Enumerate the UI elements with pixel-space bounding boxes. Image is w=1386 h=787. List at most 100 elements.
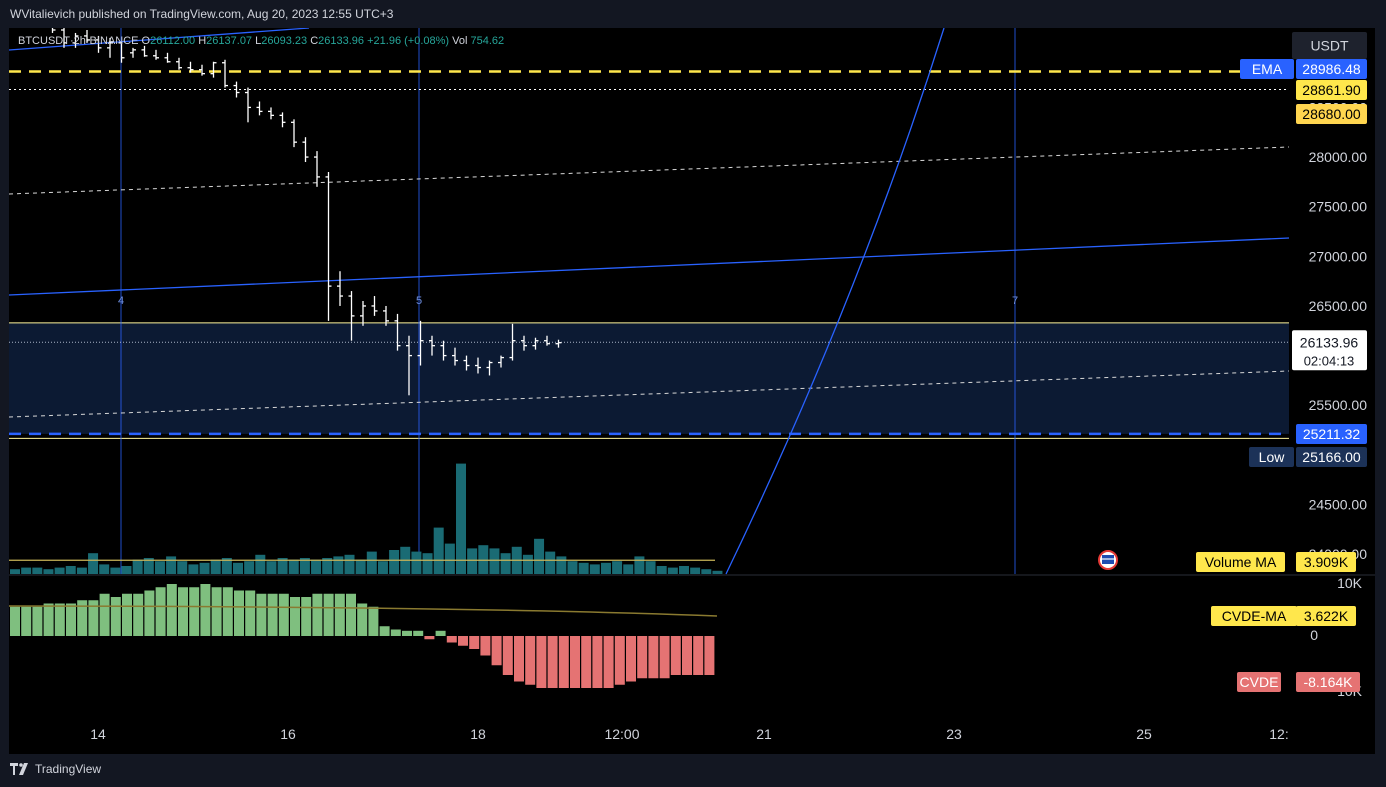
ohlc-candle	[463, 355, 470, 371]
cvde-tag-bg	[1237, 672, 1281, 692]
cvde-bar	[570, 636, 580, 688]
cvde-bar	[413, 630, 424, 636]
tradingview-brand[interactable]: TradingView	[10, 762, 101, 776]
upper-trend-line	[9, 28, 310, 51]
volume-bar	[456, 463, 466, 574]
cvde-bar	[301, 597, 312, 636]
cvde-bar	[379, 626, 390, 636]
volume-bar	[65, 566, 76, 574]
volume-ma-value-text: 3.909K	[1304, 554, 1349, 570]
volume-bar	[366, 551, 377, 574]
volume-bar	[322, 558, 333, 574]
ema-tag-bg	[1240, 59, 1294, 79]
legend-high: 26137.07	[206, 35, 253, 47]
ohlc-candle	[199, 64, 205, 76]
volume-bar	[288, 559, 299, 574]
volume-bar	[277, 558, 288, 574]
cvde-bar	[133, 593, 144, 636]
volume-ma-tag-text: Volume MA	[1205, 554, 1277, 570]
cvde-bar	[88, 600, 99, 636]
cvde-tag: CVDE	[1237, 672, 1281, 692]
cvde-bar	[245, 590, 256, 636]
ohlc-candle	[394, 313, 401, 351]
cvde-bar	[312, 593, 323, 636]
blue-level-price-label-text: 25211.32	[1303, 426, 1361, 442]
volume-ma-tag-bg	[1196, 552, 1285, 572]
ohlc-candle	[118, 41, 125, 63]
volume-ma-tag: Volume MA	[1196, 552, 1285, 572]
ohlc-candle	[72, 32, 79, 48]
cvde-bar	[54, 603, 65, 636]
cvde-bar	[278, 593, 289, 636]
currency-selector-bg	[1292, 32, 1367, 59]
low-price-label-text: 25166.00	[1302, 449, 1361, 465]
ohlc-candle	[107, 37, 113, 58]
time-axis-label: 21	[756, 726, 772, 742]
chart-canvas[interactable]: 45728500.0028000.0027500.0027000.0026500…	[9, 28, 1375, 754]
cvde-bar	[659, 636, 670, 679]
cvde-bar	[446, 636, 457, 643]
volume-axis-tick: 0	[1310, 627, 1318, 643]
price-tick-label: 24500.00	[1309, 497, 1368, 513]
low-price-label: 25166.00	[1296, 447, 1367, 467]
volume-bar	[244, 561, 255, 574]
ema-price-label: 28986.48	[1296, 59, 1367, 79]
volume-bar	[333, 556, 344, 574]
blue-level-price-label-bg	[1296, 424, 1367, 444]
low-tag: Low	[1249, 447, 1294, 467]
vertical-marker-label: 7	[1012, 295, 1018, 307]
ohlc-candle	[498, 355, 504, 368]
ohlc-candle	[429, 335, 435, 356]
vertical-marker-label: 5	[416, 295, 422, 307]
volume-bar	[43, 569, 54, 574]
upper-channel-line	[9, 146, 1290, 195]
cvde-bar	[77, 600, 88, 636]
volume-bar	[600, 562, 611, 574]
cvde-bar	[200, 584, 211, 636]
cvde-bar	[704, 636, 715, 675]
volume-bar	[299, 558, 310, 574]
cvde-bar	[402, 630, 412, 636]
ohlc-candle	[532, 337, 539, 350]
volume-bar	[589, 564, 600, 574]
ohlc-candle	[268, 107, 274, 120]
time-axis-label: 16	[280, 726, 296, 742]
legend-change: +21.96 (+0.08%)	[367, 35, 450, 47]
volume-bar	[489, 548, 500, 574]
ema-tag: EMA	[1240, 59, 1294, 79]
price-tick-label: 27000.00	[1309, 248, 1368, 264]
volume-bar	[143, 558, 154, 574]
volume-axis-tick: 10K	[1337, 575, 1363, 591]
ohlc-candle	[291, 119, 297, 148]
white-level-price-label-text: 28680.00	[1302, 106, 1361, 122]
cvde-bar	[648, 636, 659, 679]
cvde-bar	[670, 636, 681, 675]
volume-bar	[656, 566, 667, 574]
cvde-bar	[693, 636, 704, 675]
cvde-bar	[189, 587, 200, 636]
yellow-level-price-label-text: 28861.90	[1302, 82, 1361, 98]
volume-bar	[522, 554, 533, 574]
yellow-level-price-label-bg	[1296, 80, 1367, 100]
volume-bar	[578, 562, 589, 574]
price-tick-label: 25500.00	[1309, 397, 1368, 413]
cvde-bar	[234, 590, 244, 636]
ohlc-candle	[256, 101, 263, 116]
volume-bar	[701, 569, 712, 574]
tradingview-logo-icon	[10, 763, 28, 775]
ohlc-candle	[164, 52, 171, 63]
cvde-bar	[592, 636, 603, 688]
ema-price-label-bg	[1296, 59, 1367, 79]
publisher-text: WVitalievich published on TradingView.co…	[10, 7, 394, 21]
cvde-value-bg	[1296, 672, 1360, 692]
cvde-bar	[390, 629, 401, 636]
cvde-ma-tag: CVDE-MA	[1211, 606, 1297, 626]
yellow-level-price-label: 28861.90	[1296, 80, 1367, 100]
volume-bar	[76, 567, 87, 574]
volume-bar	[422, 553, 433, 574]
cvde-bar	[424, 636, 435, 640]
cvde-bar	[458, 636, 468, 646]
volume-bar	[389, 550, 400, 574]
volume-bar	[690, 567, 701, 574]
volume-ma-value: 3.909K	[1296, 552, 1356, 572]
